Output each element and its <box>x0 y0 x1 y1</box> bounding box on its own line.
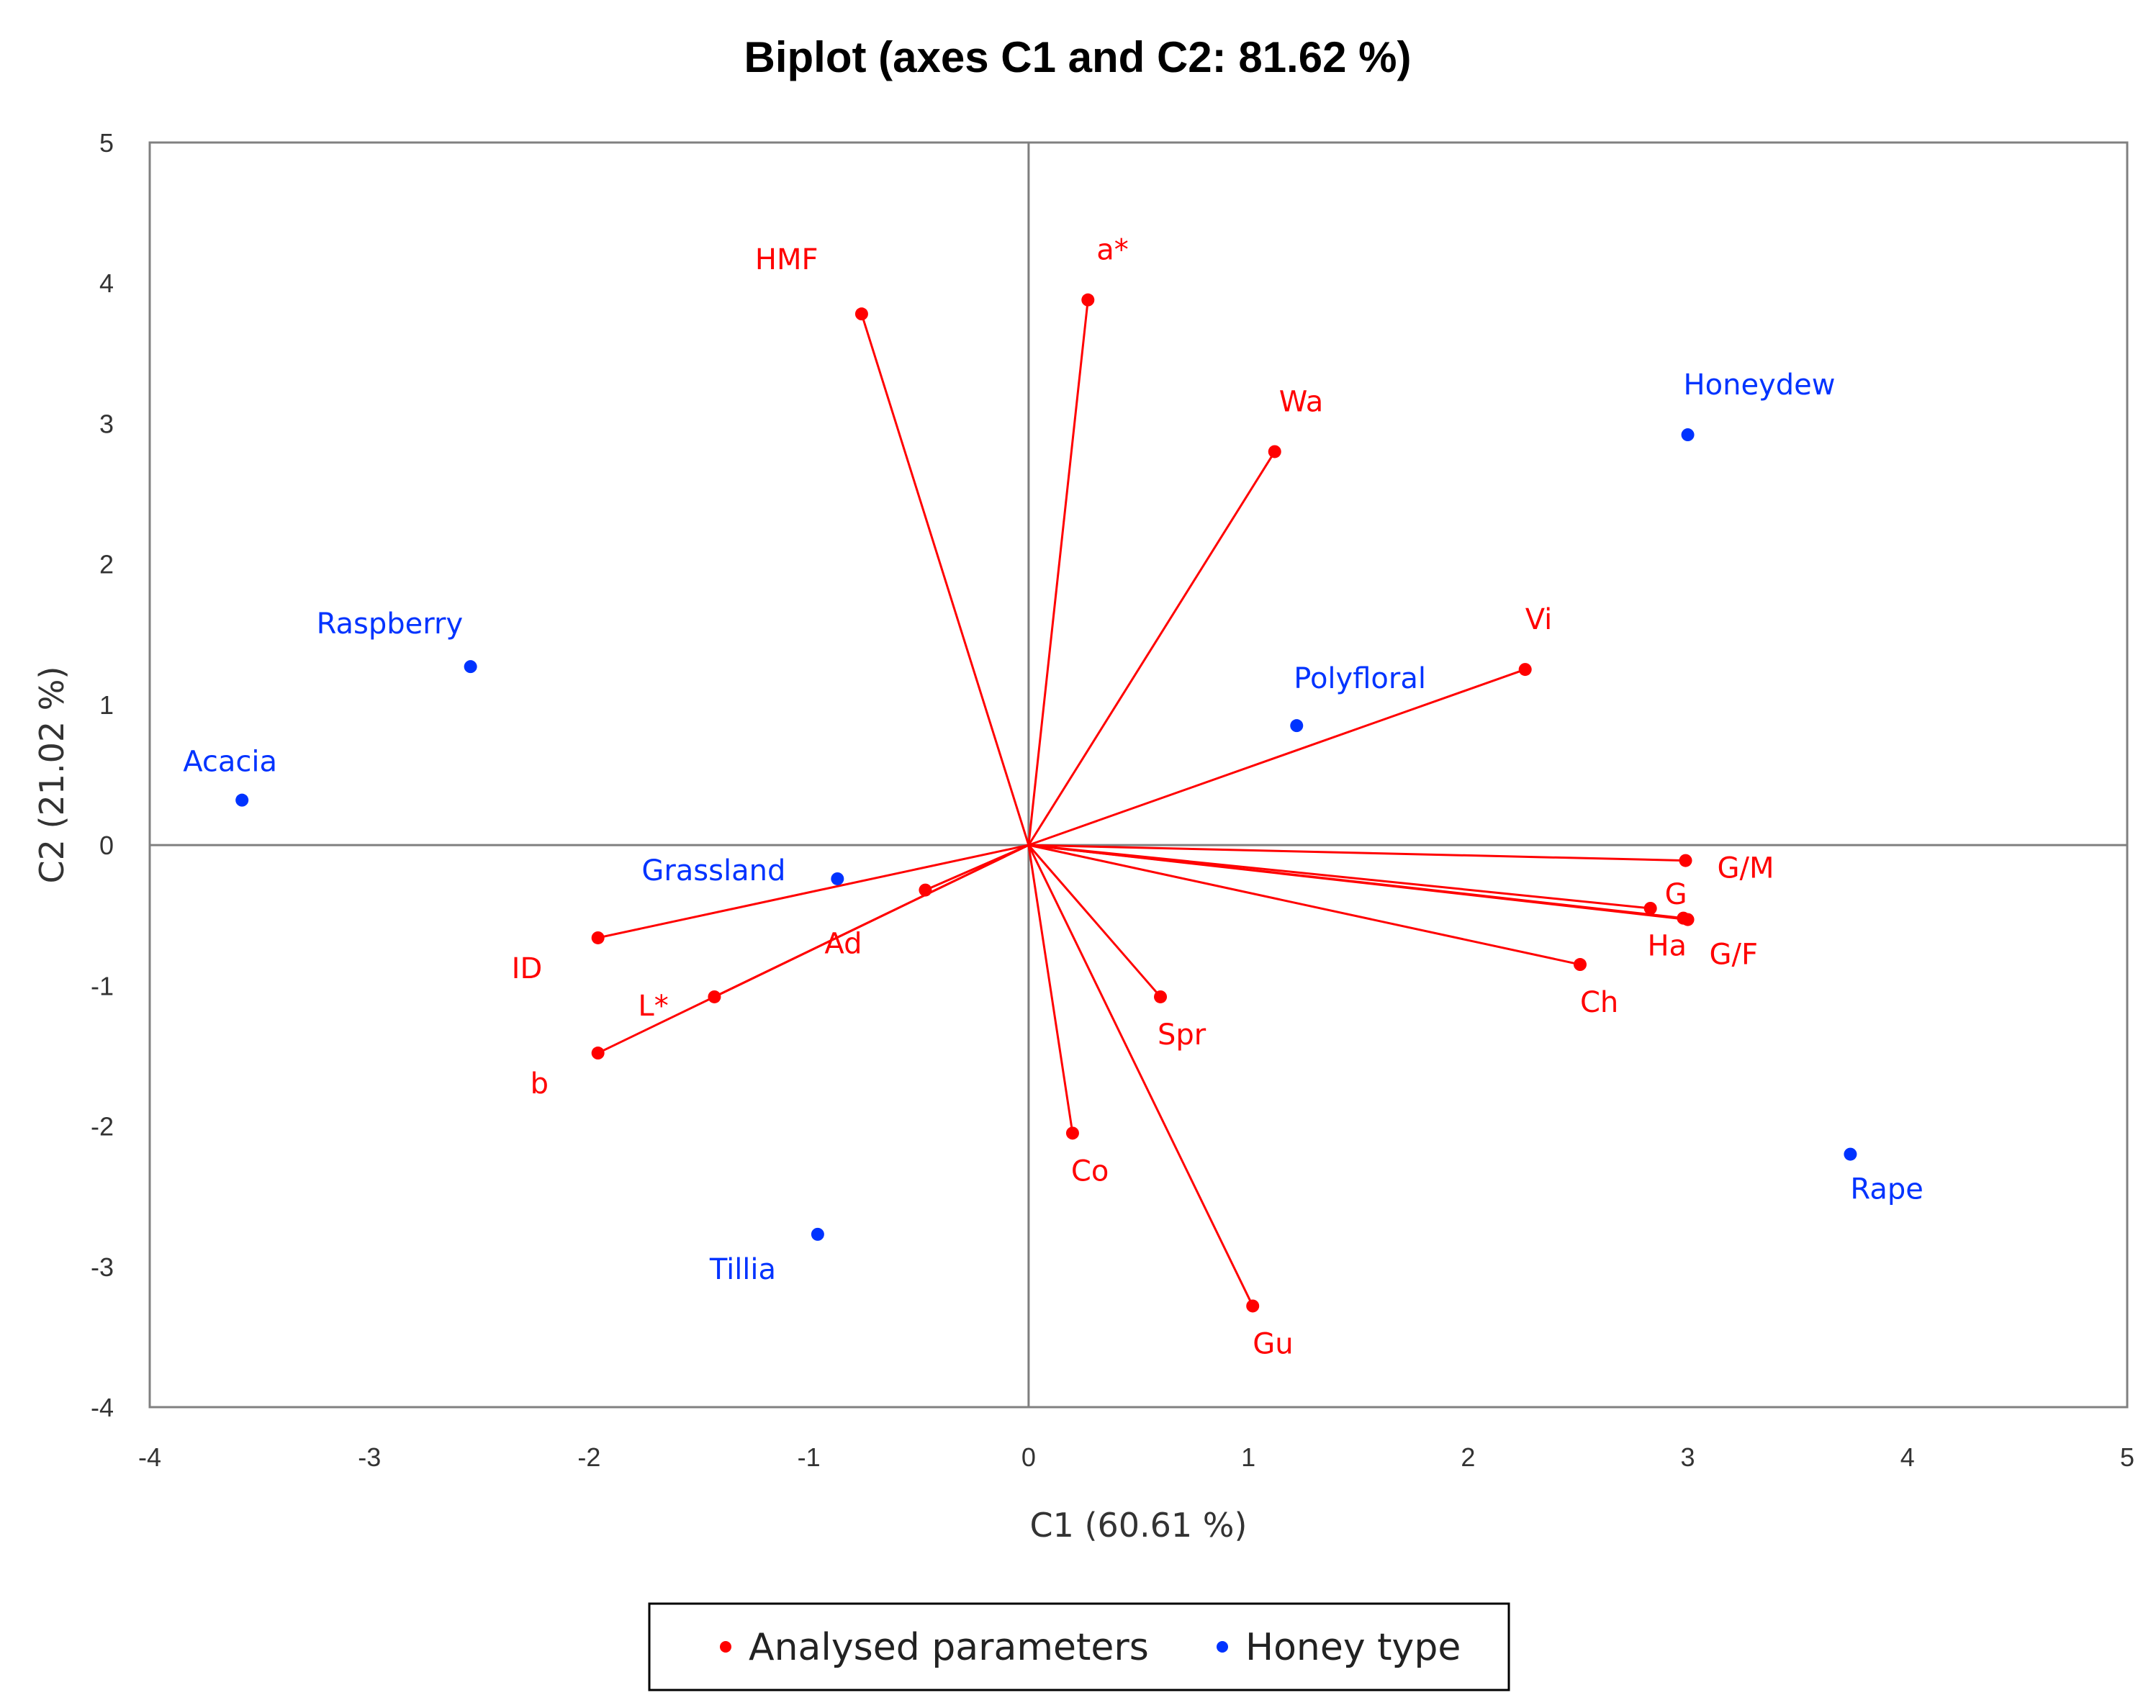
zero-axes <box>150 143 2127 1407</box>
point-id <box>591 931 605 944</box>
label-spr: Spr <box>1158 1018 1206 1052</box>
vector-b <box>597 844 1029 1054</box>
parameter-vectors <box>597 299 1688 1307</box>
y-tick-label: 0 <box>99 831 114 860</box>
label-honeydew: Honeydew <box>1684 369 1836 402</box>
label-tillia: Tillia <box>709 1253 776 1286</box>
y-tick-label: -4 <box>91 1393 114 1422</box>
legend-marker-parameters <box>720 1641 731 1653</box>
x-tick-label: -4 <box>138 1442 161 1472</box>
vector-g-f <box>1028 844 1688 921</box>
y-tick-label: -2 <box>91 1112 114 1142</box>
point-co <box>1065 1126 1079 1140</box>
point-tillia <box>811 1227 824 1241</box>
x-tick-label: -1 <box>798 1442 821 1472</box>
label-hmf: HMF <box>755 243 818 276</box>
plot-area-frame <box>148 141 2129 1409</box>
point-ch <box>1573 958 1587 972</box>
label-raspberry: Raspberry <box>317 607 464 641</box>
vector-spr <box>1027 844 1162 998</box>
x-tick-label: 3 <box>1681 1442 1695 1472</box>
y-tick-label: 1 <box>99 690 114 720</box>
legend: Analysed parameters Honey type <box>648 1602 1510 1691</box>
y-tick-label: -1 <box>91 971 114 1000</box>
y-tick-labels: -4 -3 -2 -1 0 1 2 3 4 5 <box>91 128 114 1422</box>
point-g-m <box>1679 854 1692 867</box>
y-tick-label: 2 <box>99 550 114 579</box>
y-tick-label: 5 <box>99 128 114 158</box>
point-a-star <box>1081 293 1095 307</box>
label-gu: Gu <box>1253 1327 1293 1360</box>
point-hmf <box>854 307 868 321</box>
label-ad: Ad <box>824 928 862 961</box>
point-b <box>591 1047 605 1060</box>
label-ha: Ha <box>1647 930 1687 963</box>
label-rape: Rape <box>1850 1173 1923 1206</box>
label-g: G <box>1665 878 1687 911</box>
label-vi: Vi <box>1525 603 1553 636</box>
x-tick-label: 5 <box>2120 1442 2134 1472</box>
point-labels: HMF a* Wa Vi G/M G Ha G/F Ch Spr Gu Co Ad ID L* b Honeyd… <box>183 234 1923 1361</box>
label-ch: Ch <box>1580 986 1618 1019</box>
vector-a-star <box>1027 299 1089 846</box>
label-co: Co <box>1071 1155 1109 1188</box>
point-wa <box>1268 445 1281 458</box>
point-l-star <box>708 990 721 1003</box>
vector-id <box>597 844 1029 939</box>
x-axis-label: C1 (60.61 %) <box>1030 1506 1248 1545</box>
label-polyfloral: Polyfloral <box>1294 662 1426 695</box>
vector-g-m <box>1028 844 1686 862</box>
legend-label-honey-type: Honey type <box>1245 1626 1461 1669</box>
vector-ch <box>1028 844 1581 966</box>
vector-wa <box>1027 451 1276 846</box>
point-spr <box>1154 990 1168 1003</box>
point-gu <box>1246 1299 1260 1313</box>
legend-label-parameters: Analysed parameters <box>749 1626 1149 1669</box>
point-polyfloral <box>1290 719 1304 733</box>
x-tick-label: 0 <box>1021 1442 1036 1472</box>
label-acacia: Acacia <box>183 746 277 779</box>
point-g <box>1643 901 1657 915</box>
label-id: ID <box>512 952 543 985</box>
label-g-f: G/F <box>1710 939 1758 972</box>
vector-vi <box>1028 668 1526 846</box>
legend-marker-honey-type <box>1217 1641 1228 1653</box>
y-tick-label: 3 <box>99 409 114 438</box>
point-ad <box>919 883 932 897</box>
y-tick-label: 4 <box>99 268 114 298</box>
x-tick-label: 1 <box>1241 1442 1255 1472</box>
label-g-m: G/M <box>1718 852 1774 885</box>
label-wa: Wa <box>1279 385 1324 418</box>
x-tick-label: -2 <box>577 1442 600 1472</box>
point-acacia <box>235 793 249 807</box>
vector-co <box>1027 844 1074 1134</box>
x-tick-label: 4 <box>1900 1442 1915 1472</box>
legend-box <box>648 1602 1510 1691</box>
point-honeydew <box>1681 428 1695 442</box>
x-tick-label: -3 <box>358 1442 381 1472</box>
label-grassland: Grassland <box>641 854 785 887</box>
x-tick-label: 2 <box>1461 1442 1475 1472</box>
label-l-star: L* <box>638 990 668 1023</box>
point-grassland <box>831 872 844 885</box>
chart-title: Biplot (axes C1 and C2: 81.62 %) <box>744 33 1412 81</box>
y-tick-label: -3 <box>91 1252 114 1282</box>
point-g-f <box>1681 913 1695 926</box>
point-raspberry <box>464 660 477 674</box>
point-vi <box>1518 663 1532 677</box>
x-tick-labels: -4 -3 -2 -1 0 1 2 3 4 5 <box>138 1442 2134 1472</box>
vector-hmf <box>860 313 1030 846</box>
label-a-star: a* <box>1096 234 1129 267</box>
vector-gu <box>1027 844 1254 1307</box>
point-rape <box>1844 1147 1857 1161</box>
label-b: b <box>531 1067 549 1101</box>
data-points <box>235 293 1857 1313</box>
y-axis-label: C2 (21.02 %) <box>32 667 71 884</box>
